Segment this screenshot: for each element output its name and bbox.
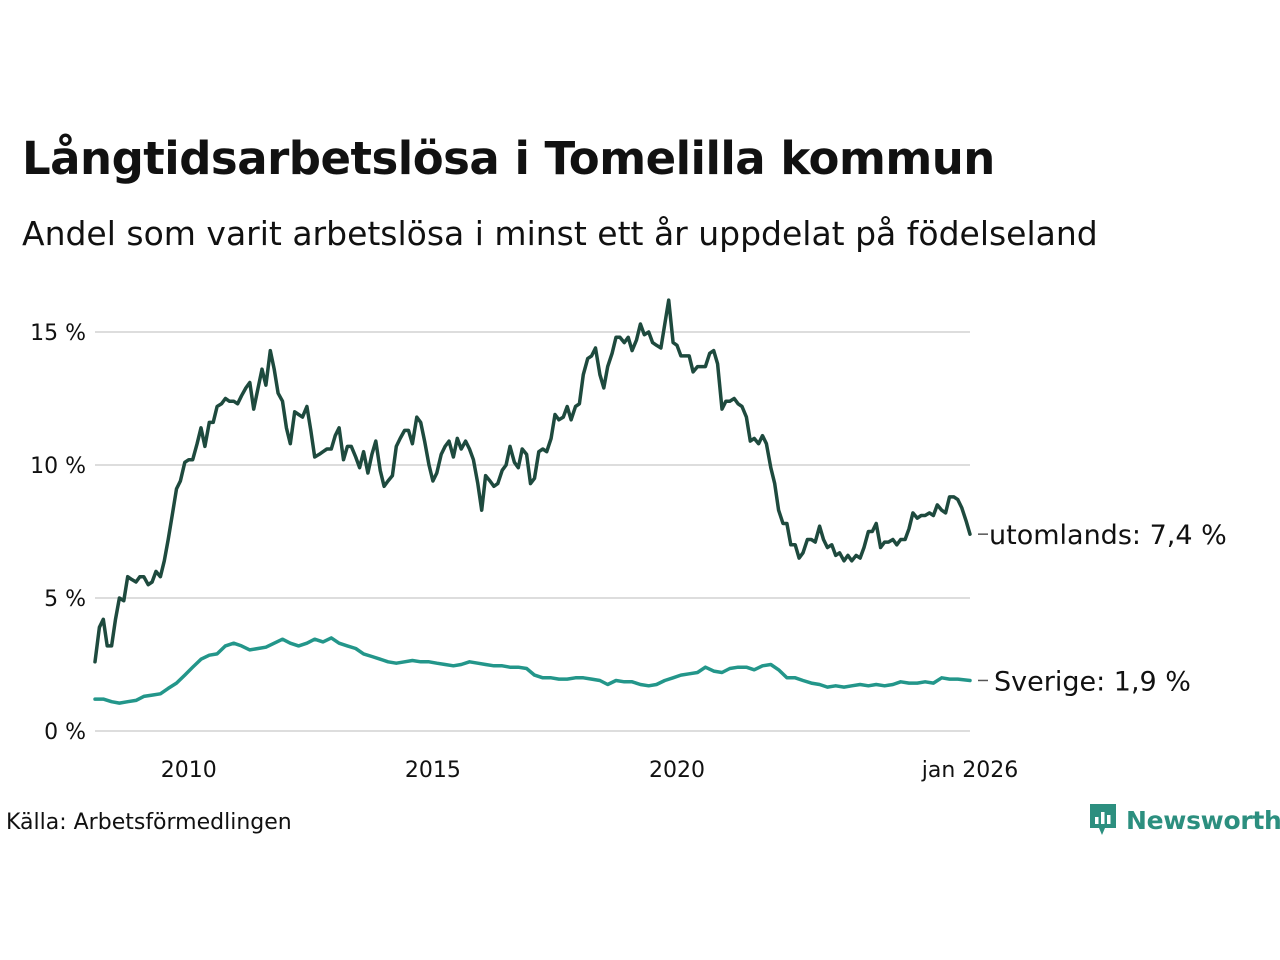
series-lines (93, 298, 972, 705)
chart-title: Långtidsarbetslösa i Tomelilla kommun (22, 132, 995, 185)
brand-name: Newsworthy (1126, 805, 1280, 835)
end-label-utomlands: utomlands: 7,4 % (989, 520, 1227, 551)
x-tick-label-2020: 2020 (649, 758, 705, 783)
y-tick-label-10: 10 % (30, 454, 86, 479)
source-note: Källa: Arbetsförmedlingen (6, 810, 292, 835)
y-tick-label-5: 5 % (44, 587, 86, 612)
series-line-sverige (93, 636, 972, 705)
x-tick-label-2010: 2010 (161, 758, 217, 783)
end-label-sverige: Sverige: 1,9 % (994, 666, 1191, 697)
y-tick-label-15: 15 % (30, 321, 86, 346)
y-tick-label-0: 0 % (44, 720, 86, 745)
y-axis-labels: 0 % 5 % 10 % 15 % (30, 321, 86, 745)
series-line-utomlands (93, 298, 972, 664)
end-labels: utomlands: 7,4 % Sverige: 1,9 % (978, 520, 1227, 697)
x-tick-label-2015: 2015 (405, 758, 461, 783)
x-axis-labels: 2010 2015 2020 jan 2026 (161, 758, 1019, 783)
gridlines (95, 331, 970, 732)
brand-logo: Newsworthy (1088, 802, 1280, 838)
newsworthy-logo-icon (1090, 804, 1116, 835)
chart-subtitle: Andel som varit arbetslösa i minst ett å… (22, 214, 1098, 253)
x-tick-label-2026: jan 2026 (921, 758, 1019, 783)
